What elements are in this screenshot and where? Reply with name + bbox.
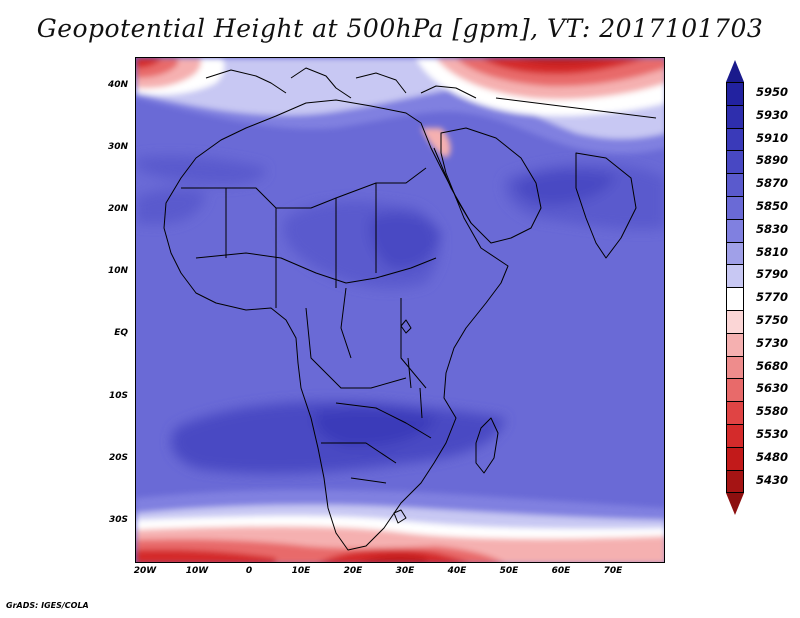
lon-label-60e: 60E (551, 566, 571, 576)
colorbar-cell (726, 196, 744, 220)
colorbar-top-arrow (726, 60, 744, 82)
lon-label-0: 0 (245, 566, 253, 576)
lat-label-eq: EQ (114, 328, 128, 338)
lon-label-10w: 10W (185, 566, 209, 576)
lon-label-50e: 50E (499, 566, 519, 576)
lat-label-40n: 40N (107, 80, 128, 90)
colorbar-cell (726, 174, 744, 197)
colorbar-label: 5750 (756, 313, 789, 327)
colorbar-cell (726, 242, 744, 266)
colorbar-cell (726, 424, 744, 448)
colorbar-label: 5830 (756, 221, 789, 236)
colorbar-cell (726, 82, 744, 106)
lon-label-70e: 70E (603, 566, 623, 576)
colorbar (726, 60, 744, 516)
colorbar-cell (726, 105, 744, 129)
colorbar-label: 5580 (756, 404, 789, 419)
colorbar-cell (726, 470, 744, 494)
colorbar-cell (726, 310, 744, 334)
colorbar-label: 5930 (756, 107, 789, 122)
colorbar-cell (726, 288, 744, 311)
lat-label-20n: 20N (107, 204, 128, 214)
colorbar-label: 5870 (756, 176, 789, 191)
colorbar-label: 5810 (756, 244, 789, 259)
coastlines (163, 67, 657, 551)
northern-gradient (136, 58, 664, 158)
colorbar-label: 5790 (756, 267, 789, 282)
colorbar-cell (726, 447, 744, 471)
lon-label-40e: 40E (447, 566, 467, 576)
colorbar-label: 5910 (756, 130, 789, 145)
colorbar-cell (726, 356, 744, 380)
colorbar-label: 5950 (756, 85, 789, 99)
colorbar-cell (726, 265, 744, 289)
map-panel[interactable] (135, 57, 665, 563)
colorbar-cell (726, 333, 744, 357)
colorbar-label: 5850 (756, 199, 789, 213)
chart-title: Geopotential Height at 500hPa [gpm], VT:… (36, 14, 764, 43)
colorbar-cell (726, 151, 744, 175)
colorbar-bottom-arrow (726, 493, 744, 516)
lon-label-10e: 10E (291, 566, 311, 576)
geopotential-height-map (136, 58, 664, 562)
lat-label-30s: 30S (108, 515, 128, 525)
grads-credit: GrADS: IGES/COLA (6, 601, 89, 610)
colorbar-label: 5680 (756, 358, 789, 373)
lat-label-30n: 30N (107, 142, 128, 152)
lat-label-10n: 10N (107, 266, 128, 276)
lat-label-20s: 20S (108, 453, 128, 463)
lon-label-20w: 20W (133, 566, 157, 576)
colorbar-label: 5770 (756, 290, 789, 305)
colorbar-label: 5890 (756, 153, 789, 168)
colorbar-label: 5730 (756, 335, 789, 350)
tropical-highs (136, 156, 664, 474)
colorbar-label: 5530 (756, 427, 789, 441)
lon-label-30e: 30E (395, 566, 415, 576)
colorbar-cell (726, 219, 744, 243)
lon-label-20e: 20E (343, 566, 363, 576)
colorbar-cell (726, 402, 744, 425)
colorbar-cell (726, 128, 744, 152)
southern-gradient (136, 489, 664, 562)
colorbar-label: 5630 (756, 381, 789, 396)
colorbar-label: 5430 (756, 472, 789, 487)
lat-label-10s: 10S (108, 391, 128, 401)
colorbar-label: 5480 (756, 449, 789, 464)
colorbar-cell (726, 379, 744, 403)
